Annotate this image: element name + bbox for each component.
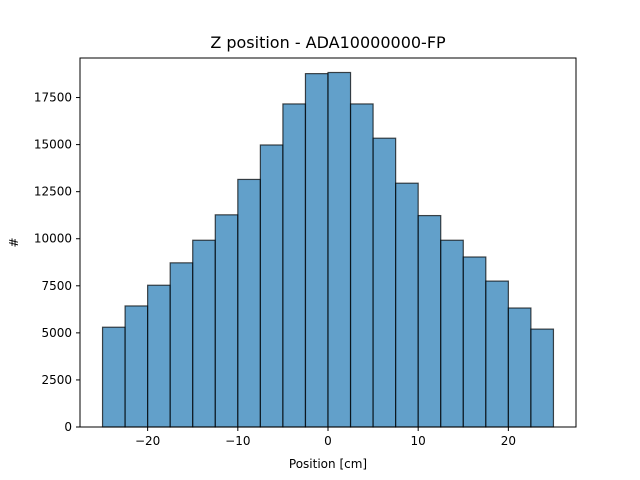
histogram-bar	[507, 307, 532, 428]
histogram-bar	[440, 239, 464, 428]
histogram-bar	[101, 326, 126, 428]
y-axis-label: #	[7, 237, 21, 247]
x-tick-label: 10	[411, 434, 426, 448]
x-tick-label: −20	[135, 434, 160, 448]
histogram-bar	[124, 305, 149, 428]
histogram-bar	[192, 239, 216, 428]
histogram-bar	[169, 262, 194, 428]
histogram-bar	[282, 103, 307, 428]
x-tick-label: 0	[324, 434, 332, 448]
histogram-bar	[349, 103, 374, 428]
histogram-bar	[395, 182, 419, 428]
x-axis-label: Position [cm]	[289, 457, 367, 471]
histogram-bar	[372, 137, 397, 428]
histogram-bar	[485, 280, 509, 428]
histogram-bar	[214, 214, 239, 428]
histogram-bar	[327, 71, 352, 428]
x-tick-label: −10	[225, 434, 250, 448]
histogram-bar	[304, 73, 329, 428]
x-axis-ticks: −20 −10 0 10 20	[135, 427, 516, 448]
y-tick-label: 15000	[34, 138, 72, 152]
y-tick-label: 0	[64, 420, 72, 434]
histogram-bar	[147, 284, 171, 428]
x-tick-label: 20	[501, 434, 516, 448]
histogram-bar	[259, 144, 284, 428]
histogram-bar	[417, 214, 442, 428]
y-tick-label: 2500	[41, 373, 72, 387]
y-tick-label: 7500	[41, 279, 72, 293]
chart-title: Z position - ADA10000000-FP	[210, 33, 446, 52]
y-tick-label: 17500	[34, 91, 72, 105]
histogram-bar	[237, 178, 261, 428]
histogram-bar	[462, 256, 487, 428]
bars-group	[101, 71, 555, 428]
y-tick-label: 10000	[34, 232, 72, 246]
histogram-bar	[530, 328, 555, 428]
y-tick-label: 5000	[41, 326, 72, 340]
y-tick-label: 12500	[34, 185, 72, 199]
y-axis-ticks: 0 2500 5000 7500 10000 12500 15000 17500	[34, 91, 80, 434]
